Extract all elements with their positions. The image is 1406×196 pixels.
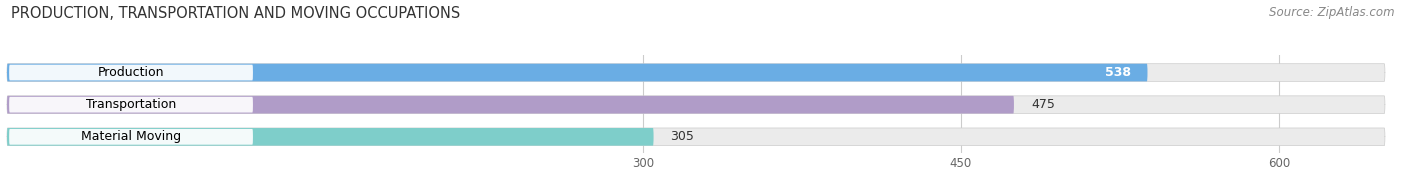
FancyBboxPatch shape	[7, 64, 1147, 81]
FancyBboxPatch shape	[7, 96, 1014, 113]
FancyBboxPatch shape	[7, 64, 1385, 81]
Text: Material Moving: Material Moving	[82, 130, 181, 143]
FancyBboxPatch shape	[7, 96, 1385, 113]
Text: PRODUCTION, TRANSPORTATION AND MOVING OCCUPATIONS: PRODUCTION, TRANSPORTATION AND MOVING OC…	[11, 6, 461, 21]
FancyBboxPatch shape	[10, 65, 253, 80]
Text: 538: 538	[1105, 66, 1130, 79]
Text: 305: 305	[671, 130, 695, 143]
Text: Source: ZipAtlas.com: Source: ZipAtlas.com	[1270, 6, 1395, 19]
FancyBboxPatch shape	[7, 128, 1385, 146]
FancyBboxPatch shape	[10, 97, 253, 113]
Text: Production: Production	[98, 66, 165, 79]
FancyBboxPatch shape	[10, 129, 253, 145]
Text: Transportation: Transportation	[86, 98, 176, 111]
FancyBboxPatch shape	[7, 128, 654, 146]
Text: 475: 475	[1031, 98, 1054, 111]
